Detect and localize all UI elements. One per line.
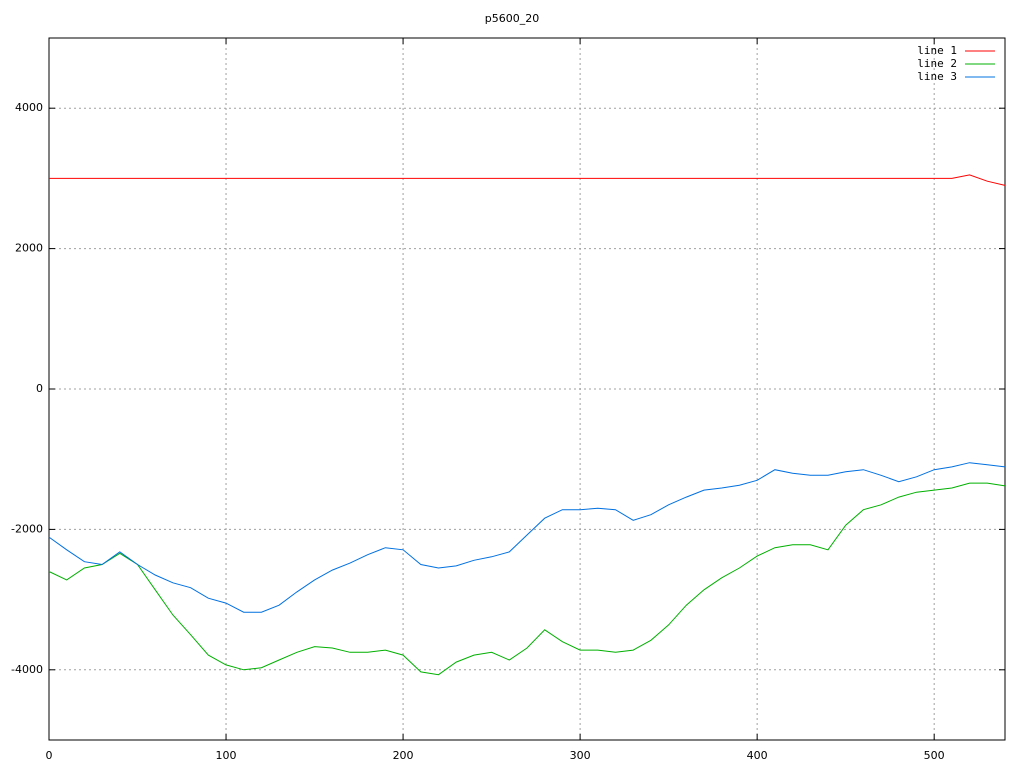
x-tick-label: 400 bbox=[747, 749, 768, 762]
plot-frame bbox=[48, 37, 1006, 741]
legend-label: line 1 bbox=[917, 44, 957, 57]
y-tick-label: 2000 bbox=[15, 242, 43, 255]
x-tick-label: 100 bbox=[216, 749, 237, 762]
data-line bbox=[49, 174, 1006, 186]
x-tick-label: 300 bbox=[570, 749, 591, 762]
chart-title: p5600_20 bbox=[485, 12, 539, 25]
x-tick-label: 500 bbox=[924, 749, 945, 762]
y-tick-label: 4000 bbox=[15, 101, 43, 114]
legend-label: line 2 bbox=[917, 57, 957, 70]
data-line bbox=[48, 482, 1006, 676]
legend-label: line 3 bbox=[917, 70, 957, 83]
y-tick-label: -2000 bbox=[11, 522, 43, 535]
data-line bbox=[48, 462, 1006, 613]
x-tick-label: 0 bbox=[46, 749, 53, 762]
y-tick-label: -4000 bbox=[11, 663, 43, 676]
x-tick-label: 200 bbox=[393, 749, 414, 762]
y-tick-label: 0 bbox=[36, 382, 43, 395]
